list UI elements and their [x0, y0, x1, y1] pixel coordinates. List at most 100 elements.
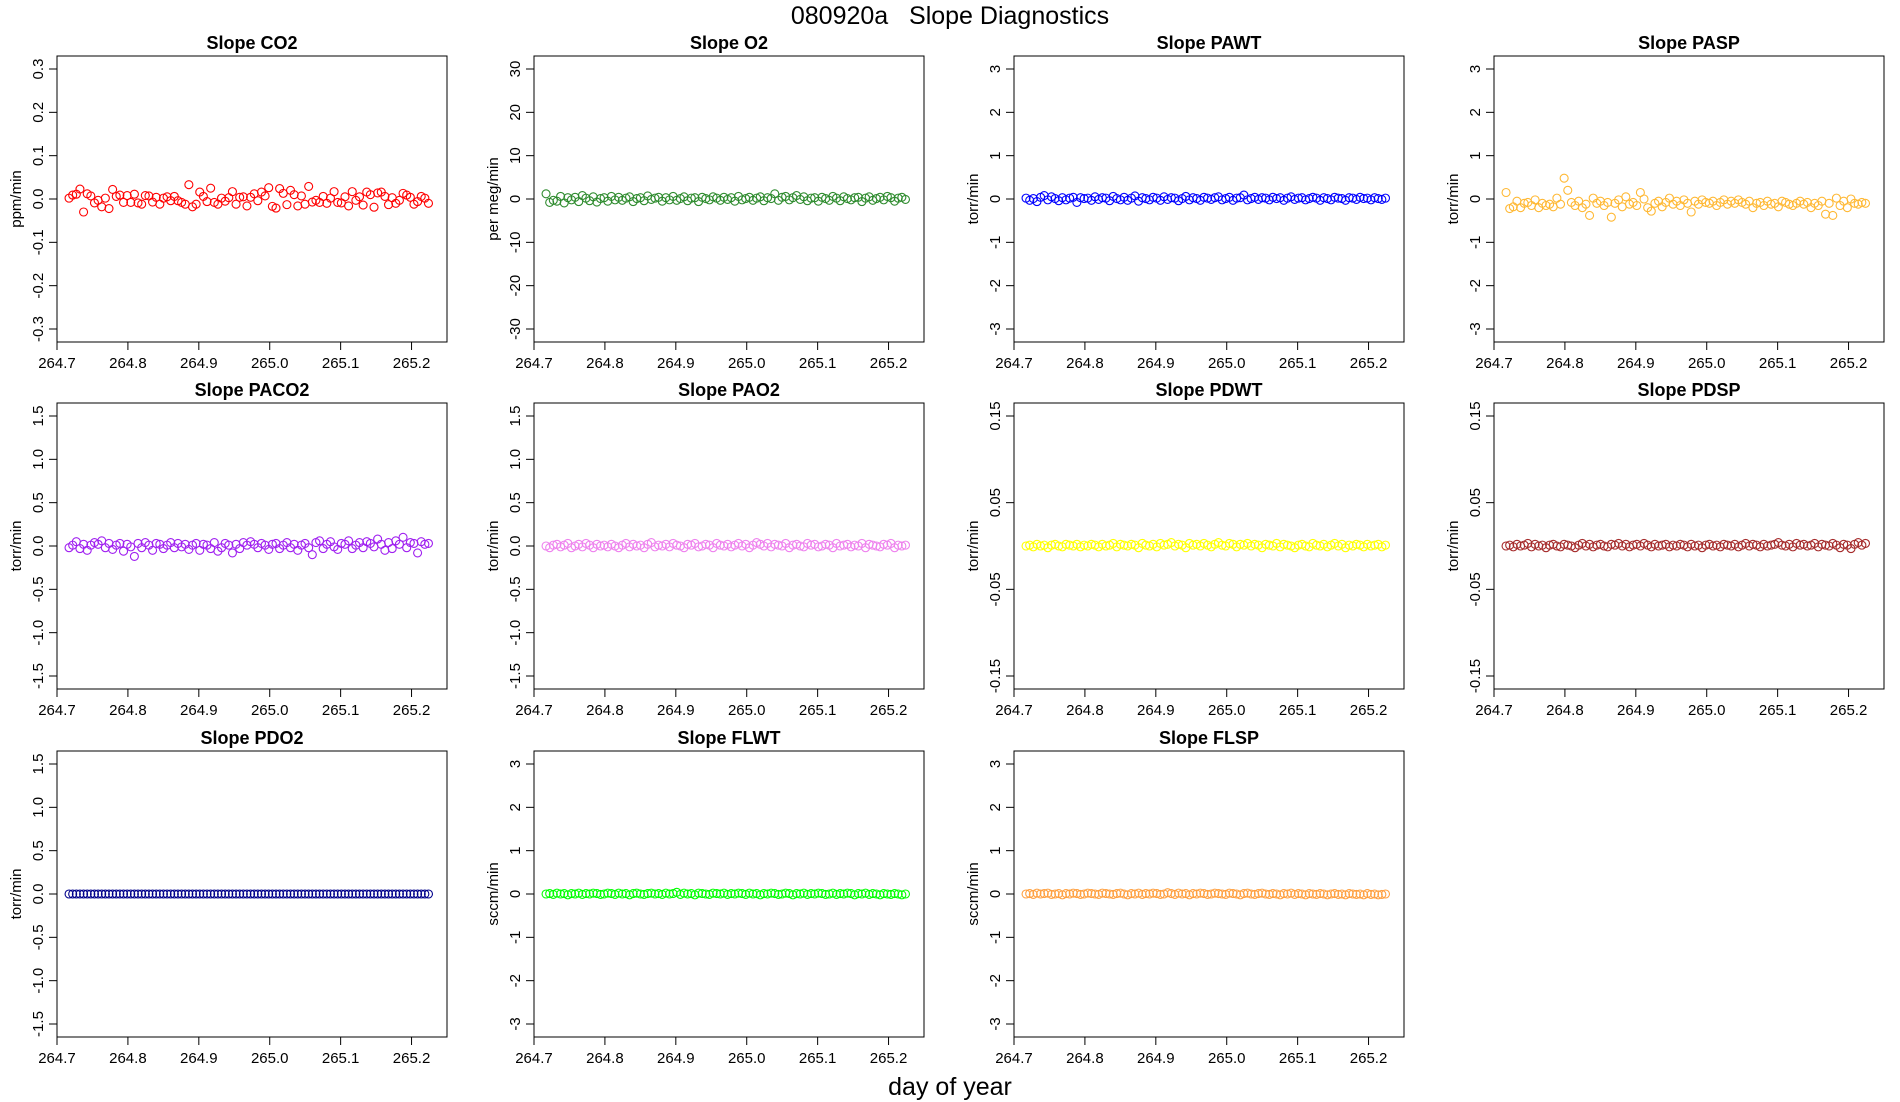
- data-point: [260, 889, 270, 899]
- chart-title: Slope FLWT: [678, 728, 781, 748]
- data-point: [1046, 540, 1057, 550]
- x-tick-label: 265.0: [1208, 1050, 1246, 1067]
- data-point: [206, 183, 216, 193]
- data-point: [639, 889, 649, 899]
- x-tick-label: 264.7: [38, 355, 76, 372]
- y-axis-label: torr/min: [965, 174, 982, 225]
- data-point: [693, 888, 704, 898]
- data-point: [1563, 185, 1573, 195]
- data-point: [806, 889, 816, 899]
- data-point: [1253, 889, 1263, 899]
- y-tick-label: 0.0: [30, 884, 47, 905]
- data-point: [296, 889, 306, 899]
- data-point: [151, 889, 161, 899]
- data-point: [246, 889, 256, 899]
- data-point: [242, 889, 252, 899]
- x-tick-label: 265.1: [322, 702, 360, 719]
- data-point: [137, 889, 147, 899]
- data-point: [1224, 538, 1234, 548]
- data-point: [220, 889, 230, 899]
- data-point: [304, 889, 314, 899]
- data-point: [1075, 193, 1086, 203]
- y-tick-label: 0.15: [987, 401, 1004, 430]
- data-point: [1315, 889, 1325, 899]
- data-point: [1126, 539, 1136, 549]
- data-point: [1213, 889, 1224, 899]
- data-point: [879, 889, 889, 899]
- data-point: [1235, 539, 1245, 549]
- y-tick-label: 0.1: [30, 145, 47, 166]
- chart-panel: Slope PACO2 264.7 264.8 264.9 265.0 265.1 265.…: [8, 380, 448, 719]
- y-tick-label: 0: [507, 195, 524, 203]
- data-point: [133, 889, 143, 899]
- data-point: [1061, 889, 1071, 899]
- data-point: [1373, 194, 1383, 204]
- x-tick-label: 264.7: [995, 702, 1033, 719]
- data-point: [394, 195, 404, 205]
- data-point: [1046, 889, 1057, 899]
- data-point: [391, 889, 401, 899]
- data-point: [897, 890, 907, 900]
- y-tick-label: -1.5: [30, 663, 47, 689]
- data-point: [129, 189, 139, 199]
- data-point: [762, 193, 773, 203]
- data-point: [1141, 540, 1151, 550]
- x-tick-label: 264.8: [586, 1050, 624, 1067]
- y-tick-label: 1.5: [30, 754, 47, 775]
- x-tick-label: 265.1: [322, 1050, 360, 1067]
- data-point: [570, 889, 580, 899]
- data-point: [256, 889, 267, 899]
- data-point: [712, 889, 722, 899]
- data-point: [423, 538, 434, 548]
- data-point: [278, 889, 288, 899]
- x-tick-label: 264.9: [180, 355, 218, 372]
- y-tick-label: -1.0: [30, 620, 47, 646]
- data-point: [606, 889, 616, 899]
- data-point: [169, 889, 179, 899]
- data-point: [209, 537, 219, 548]
- y-tick-label: -1.0: [30, 968, 47, 994]
- chart-panel: Slope PASP 264.7 264.8 264.9 265.0 265.1 265.2…: [1445, 33, 1885, 372]
- y-tick-label: -30: [507, 318, 524, 340]
- plot-frame: [1493, 402, 1885, 690]
- y-tick-label: 3: [987, 760, 1004, 768]
- data-point: [1065, 889, 1075, 899]
- data-point: [552, 888, 562, 898]
- data-point: [151, 192, 161, 202]
- y-tick-label: 1.0: [30, 449, 47, 470]
- y-tick-label: -2: [1467, 279, 1484, 292]
- data-point: [68, 190, 78, 200]
- data-point: [365, 889, 375, 899]
- data-point: [1021, 889, 1031, 899]
- data-point: [1246, 889, 1256, 899]
- data-point: [759, 889, 769, 899]
- data-point: [383, 537, 394, 548]
- y-tick-label: 3: [1467, 65, 1484, 73]
- data-point: [556, 889, 566, 899]
- data-point: [1842, 203, 1852, 213]
- y-tick-label: 1.5: [507, 406, 524, 427]
- data-point: [1032, 888, 1042, 898]
- x-tick-label: 264.9: [1137, 1050, 1175, 1067]
- data-point: [614, 888, 624, 898]
- data-point: [1701, 540, 1711, 550]
- data-point: [264, 183, 274, 193]
- data-point: [285, 889, 296, 899]
- data-point: [1297, 889, 1307, 899]
- y-tick-label: 1.5: [30, 406, 47, 427]
- chart-title: Slope PDWT: [1156, 380, 1263, 400]
- data-point: [79, 207, 89, 217]
- data-point: [383, 889, 394, 899]
- data-point: [198, 889, 208, 899]
- x-tick-label: 264.9: [1137, 355, 1175, 372]
- data-point: [340, 889, 350, 899]
- data-point: [715, 889, 725, 899]
- data-point: [75, 889, 85, 899]
- data-point: [340, 192, 350, 202]
- y-tick-label: 0.0: [507, 536, 524, 557]
- data-point: [1606, 212, 1616, 222]
- data-point: [1824, 198, 1834, 208]
- data-point: [383, 200, 394, 210]
- data-point: [409, 889, 419, 899]
- chart-panel: Slope CO2 264.7 264.8 264.9 265.0 265.1 265.2 -…: [8, 33, 448, 372]
